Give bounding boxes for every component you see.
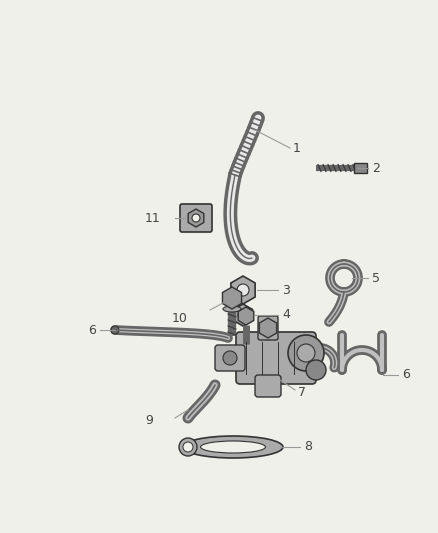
Ellipse shape (201, 441, 265, 453)
FancyBboxPatch shape (354, 163, 367, 173)
Circle shape (238, 310, 248, 320)
Text: 6: 6 (88, 324, 96, 336)
Text: 9: 9 (145, 414, 153, 426)
FancyBboxPatch shape (258, 316, 278, 340)
Text: 11: 11 (144, 212, 160, 224)
Circle shape (183, 442, 193, 452)
FancyBboxPatch shape (236, 332, 316, 384)
FancyBboxPatch shape (255, 375, 281, 397)
Ellipse shape (179, 438, 197, 456)
Circle shape (237, 284, 249, 296)
Text: 8: 8 (304, 440, 312, 454)
Text: 7: 7 (298, 386, 306, 400)
Text: 1: 1 (293, 141, 301, 155)
FancyBboxPatch shape (215, 345, 245, 371)
FancyBboxPatch shape (180, 204, 212, 232)
Circle shape (111, 326, 119, 334)
Text: 4: 4 (282, 309, 290, 321)
Ellipse shape (223, 306, 241, 312)
Text: 10: 10 (172, 311, 188, 325)
Text: 5: 5 (372, 271, 380, 285)
Text: 3: 3 (282, 284, 290, 296)
Circle shape (288, 335, 324, 371)
Circle shape (192, 214, 200, 222)
Circle shape (306, 360, 326, 380)
Circle shape (223, 351, 237, 365)
Circle shape (297, 344, 315, 362)
Text: 2: 2 (372, 161, 380, 174)
Text: 6: 6 (402, 368, 410, 382)
Ellipse shape (183, 436, 283, 458)
